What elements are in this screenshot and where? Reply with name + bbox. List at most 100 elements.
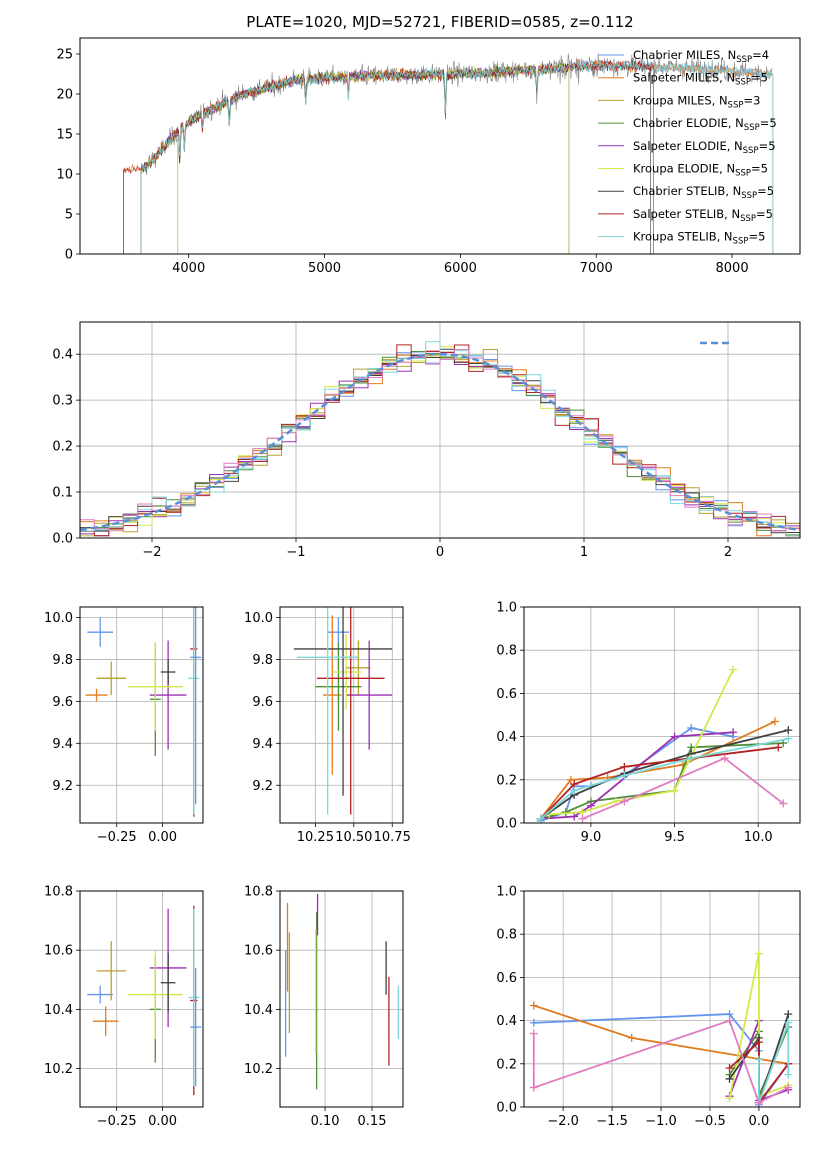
legend-label: Chabrier STELIB, NSSP=5 [633,184,774,201]
weight-marker [570,812,579,821]
error-bar-point [160,953,176,1013]
x-tick-label: 0.00 [148,830,177,845]
y-tick-label: 10.8 [244,885,273,900]
weight-marker [779,799,788,808]
y-tick-label: 5 [65,208,73,223]
legend: Chabrier MILES, NSSP=4 Salpeter MILES, NS… [598,48,777,247]
error-bar-point [190,607,202,805]
y-tick-label: 9.2 [52,779,73,794]
axes-frame [79,321,801,539]
legend-label: Kroupa ELODIE, NSSP=5 [633,162,768,179]
y-tick-label: 0.6 [496,971,517,986]
error-bar-point [296,607,359,815]
model-spectrum-series [140,59,774,254]
y-tick-label: 10.2 [44,1062,73,1077]
y-tick-label: 0.2 [496,773,517,788]
weight-line-series [758,1022,790,1104]
y-tick-label: 0 [65,248,73,263]
plot-area [293,607,393,815]
legend-label: Chabrier MILES, NSSP=4 [633,48,769,65]
error-bar-point [127,642,183,731]
weight-marker [670,786,679,795]
weight-marker [784,1083,793,1092]
weight-marker [784,734,793,743]
model-spectrum-series [123,59,774,254]
model-spectrum-series [140,58,774,254]
y-tick-label: 0.3 [52,394,73,409]
weight-marker [754,1038,763,1047]
weight-marker [754,949,763,958]
error-bar-point [85,688,108,702]
y-tick-label: 9.8 [52,653,73,668]
gaussian-reference-curve [80,352,800,532]
y-tick-label: 9.4 [52,737,73,752]
y-tick-label: 0.4 [496,1014,517,1029]
x-tick-label: −1.0 [645,1114,677,1129]
y-tick-label: 0.0 [496,1101,517,1116]
error-bar-point [96,941,126,1001]
weight-marker [754,1055,763,1064]
y-tick-label: 1.0 [496,885,517,900]
error-bar-point [188,607,200,815]
y-tick-label: 25 [56,48,73,63]
weight-marker [729,665,738,674]
weight-line-series [540,731,734,820]
weight-marker [627,1033,636,1042]
x-tick-label: 1 [580,545,588,560]
y-tick-label: 9.6 [252,695,273,710]
y-tick-label: 15 [56,128,73,143]
model-spectrum-series [140,59,651,254]
x-tick-label: 4000 [172,261,205,276]
x-tick-label: −0.25 [97,1114,137,1129]
y-tick-label: 10.0 [244,611,273,626]
weight-marker [620,762,629,771]
x-tick-label: 10.0 [744,830,773,845]
axes-frame [279,890,404,1108]
model-spectrum-series [140,62,570,254]
panel-mass_vs_ebv: 0.10 0.15 10.2 10.4 10.6 10.8 [244,885,404,1129]
y-tick-label: 0.0 [52,532,73,547]
x-tick-label: 0.10 [311,1114,340,1129]
y-tick-label: 9.8 [252,653,273,668]
error-bar-point [96,661,126,696]
weight-marker [784,1018,793,1027]
x-tick-label: 10.50 [335,830,372,845]
weight-line-series [728,953,789,1099]
weight-marker [620,797,629,806]
weight-marker [725,1016,734,1025]
y-tick-label: 0.4 [52,348,73,363]
y-tick-label: 10.4 [44,1003,73,1018]
x-tick-label: −0.25 [97,830,137,845]
weight-marker [770,717,779,726]
x-tick-label: −2 [142,545,161,560]
weight-marker [754,1098,763,1107]
x-tick-label: 7000 [580,261,613,276]
x-tick-label: 0.15 [358,1114,387,1129]
x-tick-label: 8000 [716,261,749,276]
x-tick-label: −1.5 [596,1114,628,1129]
model-spectrum-series [140,62,570,254]
y-tick-label: 0.1 [52,486,73,501]
y-tick-label: 1.0 [496,601,517,616]
weight-line-series [540,727,734,822]
error-bar-point [92,1006,119,1036]
x-tick-label: 9.5 [664,830,685,845]
legend-label: Chabrier ELODIE, NSSP=5 [633,116,777,133]
y-tick-label: 9.2 [252,779,273,794]
plot-area [529,949,793,1107]
error-bar-point [87,985,114,1004]
y-tick-label: 10.4 [244,1003,273,1018]
error-bar-point [87,617,114,647]
weight-marker [586,801,595,810]
x-tick-label: 5000 [308,261,341,276]
x-tick-label: 10.75 [374,830,411,845]
weight-marker [670,732,679,741]
weight-marker [725,1094,734,1103]
y-tick-label: 0.2 [52,440,73,455]
x-tick-label: 9.0 [581,830,602,845]
y-tick-label: 10.0 [44,611,73,626]
panel-weight_vs_age: 9.0 9.5 10.0 0.0 0.2 0.4 0.6 0.8 1.0 [496,601,801,845]
panel-age_vs_mass: 10.25 10.50 10.75 9.2 9.4 9.6 9.8 10.0 [244,606,411,845]
figure-title: PLATE=1020, MJD=52721, FIBERID=0585, z=0… [246,13,633,31]
